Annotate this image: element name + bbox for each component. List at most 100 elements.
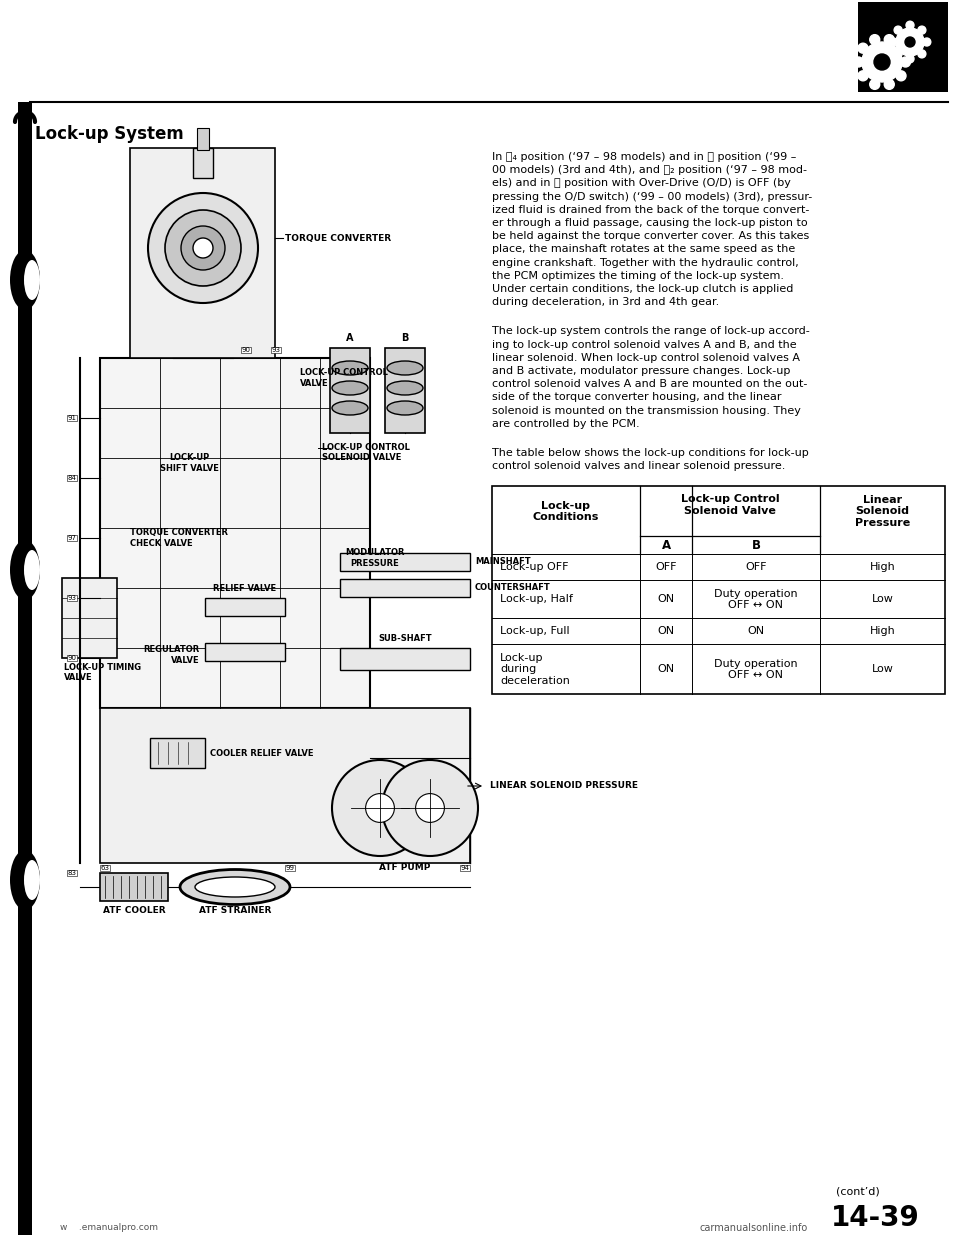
Text: Lock-up OFF: Lock-up OFF bbox=[500, 563, 568, 573]
Circle shape bbox=[148, 193, 258, 303]
Bar bbox=[62, 578, 117, 658]
Text: place, the mainshaft rotates at the same speed as the: place, the mainshaft rotates at the same… bbox=[492, 245, 795, 255]
Text: ized fluid is drained from the back of the torque convert-: ized fluid is drained from the back of t… bbox=[492, 205, 809, 215]
Bar bbox=[385, 348, 425, 433]
Text: LINEAR SOLENOID PRESSURE: LINEAR SOLENOID PRESSURE bbox=[490, 781, 638, 790]
Text: COUNTERSHAFT: COUNTERSHAFT bbox=[475, 584, 551, 592]
Bar bbox=[205, 597, 285, 616]
Ellipse shape bbox=[24, 859, 40, 900]
Text: OFF: OFF bbox=[656, 563, 677, 573]
Circle shape bbox=[165, 210, 241, 286]
Circle shape bbox=[193, 238, 213, 258]
Ellipse shape bbox=[10, 540, 40, 600]
Circle shape bbox=[894, 50, 902, 58]
Bar bbox=[100, 708, 470, 863]
Text: Lock-up System: Lock-up System bbox=[35, 125, 183, 143]
Text: Linear
Solenoid
Pressure: Linear Solenoid Pressure bbox=[854, 494, 910, 528]
Circle shape bbox=[894, 26, 902, 34]
Circle shape bbox=[870, 79, 879, 89]
Circle shape bbox=[884, 79, 895, 89]
Text: side of the torque converter housing, and the linear: side of the torque converter housing, an… bbox=[492, 392, 781, 402]
Text: LOCK-UP CONTROL
SOLENOID VALVE: LOCK-UP CONTROL SOLENOID VALVE bbox=[322, 443, 410, 462]
Text: 00 models) (3rd and 4th), and ⓓ₂ position (‘97 – 98 mod-: 00 models) (3rd and 4th), and ⓓ₂ positio… bbox=[492, 165, 807, 175]
Circle shape bbox=[923, 39, 931, 46]
Ellipse shape bbox=[387, 401, 423, 415]
Text: Lock-up, Half: Lock-up, Half bbox=[500, 595, 573, 605]
Circle shape bbox=[896, 71, 906, 81]
Text: carmanualsonline.info: carmanualsonline.info bbox=[700, 1223, 808, 1233]
Text: Duty operation
OFF ↔ ON: Duty operation OFF ↔ ON bbox=[714, 658, 798, 681]
Circle shape bbox=[896, 29, 924, 56]
Circle shape bbox=[382, 760, 478, 856]
Text: A: A bbox=[661, 539, 671, 551]
Text: 90: 90 bbox=[67, 655, 77, 661]
Text: TORQUE CONVERTER: TORQUE CONVERTER bbox=[285, 233, 391, 242]
Text: (cont’d): (cont’d) bbox=[836, 1187, 880, 1197]
Ellipse shape bbox=[24, 550, 40, 590]
Circle shape bbox=[896, 43, 906, 53]
Text: linear solenoid. When lock-up control solenoid valves A: linear solenoid. When lock-up control so… bbox=[492, 353, 800, 363]
Ellipse shape bbox=[332, 381, 368, 395]
Text: SUB-SHAFT: SUB-SHAFT bbox=[378, 633, 432, 643]
Bar bbox=[340, 579, 470, 597]
Ellipse shape bbox=[10, 250, 40, 310]
Circle shape bbox=[181, 226, 225, 270]
Text: 97: 97 bbox=[67, 535, 77, 542]
Circle shape bbox=[416, 794, 444, 822]
Bar bbox=[197, 128, 209, 150]
Text: LOCK-UP CONTROL
VALVE: LOCK-UP CONTROL VALVE bbox=[300, 369, 388, 388]
Text: the PCM optimizes the timing of the lock-up system.: the PCM optimizes the timing of the lock… bbox=[492, 271, 784, 281]
Text: OFF: OFF bbox=[745, 563, 767, 573]
Text: 83: 83 bbox=[67, 869, 77, 876]
Ellipse shape bbox=[387, 381, 423, 395]
Circle shape bbox=[853, 57, 863, 67]
Text: 90: 90 bbox=[242, 347, 251, 353]
Circle shape bbox=[884, 35, 895, 45]
Text: control solenoid valves A and B are mounted on the out-: control solenoid valves A and B are moun… bbox=[492, 379, 807, 389]
Ellipse shape bbox=[195, 877, 275, 897]
Bar bbox=[150, 738, 205, 768]
Circle shape bbox=[900, 57, 910, 67]
Ellipse shape bbox=[387, 361, 423, 375]
Text: The lock-up system controls the range of lock-up accord-: The lock-up system controls the range of… bbox=[492, 327, 809, 337]
Text: w    .emanualpro.com: w .emanualpro.com bbox=[60, 1223, 158, 1232]
Ellipse shape bbox=[180, 869, 290, 904]
Text: LOCK-UP TIMING
VALVE: LOCK-UP TIMING VALVE bbox=[64, 663, 141, 682]
Text: REGULATOR
VALVE: REGULATOR VALVE bbox=[144, 646, 200, 664]
Text: Lock-up
during
deceleration: Lock-up during deceleration bbox=[500, 653, 570, 686]
Text: control solenoid valves and linear solenoid pressure.: control solenoid valves and linear solen… bbox=[492, 461, 785, 471]
Text: and B activate, modulator pressure changes. Lock-up: and B activate, modulator pressure chang… bbox=[492, 366, 790, 376]
Text: ON: ON bbox=[658, 664, 675, 674]
Text: Low: Low bbox=[872, 664, 894, 674]
Bar bbox=[100, 873, 168, 900]
Text: engine crankshaft. Together with the hydraulic control,: engine crankshaft. Together with the hyd… bbox=[492, 257, 799, 267]
Circle shape bbox=[918, 50, 925, 58]
Text: Lock-up Control
Solenoid Valve: Lock-up Control Solenoid Valve bbox=[681, 494, 780, 515]
Bar bbox=[330, 348, 370, 433]
Text: High: High bbox=[870, 626, 896, 636]
Circle shape bbox=[366, 794, 395, 822]
Text: Duty operation
OFF ↔ ON: Duty operation OFF ↔ ON bbox=[714, 589, 798, 610]
Text: 94: 94 bbox=[461, 864, 469, 871]
Text: are controlled by the PCM.: are controlled by the PCM. bbox=[492, 419, 639, 428]
Text: Lock-up, Full: Lock-up, Full bbox=[500, 626, 569, 636]
Circle shape bbox=[858, 43, 868, 53]
Text: er through a fluid passage, causing the lock-up piston to: er through a fluid passage, causing the … bbox=[492, 219, 807, 229]
Text: ATF STRAINER: ATF STRAINER bbox=[199, 905, 271, 915]
Text: solenoid is mounted on the transmission housing. They: solenoid is mounted on the transmission … bbox=[492, 406, 801, 416]
Text: Low: Low bbox=[872, 595, 894, 605]
Text: 99: 99 bbox=[285, 864, 295, 871]
Text: 14-39: 14-39 bbox=[831, 1203, 920, 1232]
Text: 63: 63 bbox=[101, 864, 109, 871]
Text: ON: ON bbox=[748, 626, 764, 636]
Bar bbox=[193, 148, 213, 178]
Circle shape bbox=[906, 55, 914, 63]
Text: Lock-up
Conditions: Lock-up Conditions bbox=[533, 501, 599, 522]
Text: RELIEF VALVE: RELIEF VALVE bbox=[213, 584, 276, 592]
Circle shape bbox=[870, 35, 879, 45]
Bar bbox=[492, 487, 945, 694]
Text: 91: 91 bbox=[67, 415, 77, 421]
Text: B: B bbox=[401, 333, 409, 343]
Circle shape bbox=[906, 21, 914, 30]
Ellipse shape bbox=[10, 850, 40, 910]
